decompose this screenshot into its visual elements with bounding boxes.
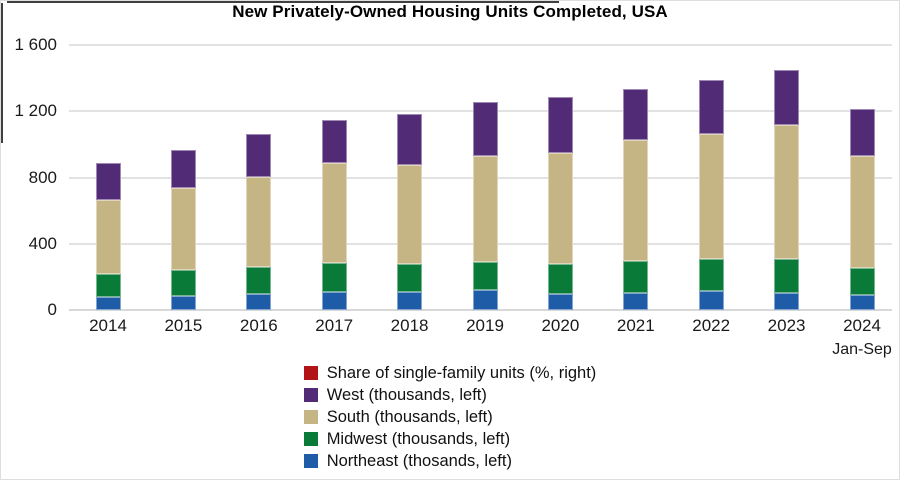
stacked-bar-2015: [170, 150, 196, 310]
bar-segment-northeast-2019: [472, 290, 498, 310]
x-tick-label-2016: 2016: [239, 316, 278, 335]
legend-row: Midwest (thousands, left): [303, 428, 597, 450]
bar-segment-south-2022: [698, 134, 724, 260]
y-tick-label: 0: [47, 300, 57, 319]
y-tick-label: 1 200: [14, 101, 57, 121]
legend-label: West (thousands, left): [326, 386, 487, 404]
legend-row: Northeast (thosands, left): [303, 450, 597, 472]
bar-segment-south-2020: [547, 152, 573, 264]
legend-swatch-icon: [303, 432, 318, 446]
bar-segment-south-2015: [170, 188, 196, 271]
legend-label: Share of single-family units (%, right): [326, 364, 597, 382]
x-sub-label: Jan-Sep: [832, 341, 892, 358]
bar-segment-south-2018: [397, 165, 423, 265]
legend-label: Northeast (thosands, left): [326, 452, 512, 470]
x-tick-label-2023: 2023: [767, 316, 806, 335]
x-tick-label-2018: 2018: [390, 316, 429, 335]
bar-segment-west-2014: [95, 163, 121, 200]
legend-row: West (thousands, left): [303, 384, 597, 406]
bar-segment-west-2024: [849, 108, 875, 156]
bar-segment-south-2014: [95, 199, 121, 274]
bar-segment-midwest-2021: [623, 261, 649, 293]
x-tick-label-2019: 2019: [466, 316, 504, 335]
stacked-bar-2023: [774, 69, 800, 310]
legend-label: Midwest (thousands, left): [326, 430, 511, 448]
bar-segment-northeast-2023: [774, 292, 800, 310]
bar-segment-northeast-2017: [321, 291, 347, 310]
gridline-1600: [69, 44, 892, 46]
x-tick-label-2015: 2015: [164, 316, 203, 335]
x-tick-label-2017: 2017: [315, 316, 354, 335]
y-tick-label: 1 600: [14, 35, 57, 54]
bar-segment-west-2017: [321, 119, 347, 163]
bar-segment-south-2021: [623, 140, 649, 262]
bar-segment-midwest-2020: [547, 263, 573, 295]
bar-segment-northeast-2020: [547, 294, 573, 310]
chart-title: New Privately-Owned Housing Units Comple…: [232, 2, 668, 21]
bar-segment-midwest-2019: [472, 261, 498, 291]
stacked-bar-2022: [698, 79, 724, 310]
bar-segment-midwest-2016: [246, 266, 272, 295]
bar-segment-south-2019: [472, 155, 498, 262]
bar-segment-west-2020: [547, 97, 573, 153]
legend-row: South (thousands, left): [303, 406, 597, 428]
bar-segment-west-2019: [472, 102, 498, 156]
bar-segment-midwest-2018: [397, 264, 423, 292]
legend: Share of single-family units (%, right) W…: [1, 362, 899, 472]
legend-swatch-icon: [303, 410, 318, 424]
bar-segment-northeast-2022: [698, 290, 724, 310]
stacked-bar-2016: [246, 133, 272, 310]
stacked-bar-2021: [623, 88, 649, 310]
bar-segment-midwest-2015: [170, 270, 196, 296]
window-edge-top: [7, 1, 559, 3]
bar-segment-west-2016: [246, 133, 272, 177]
legend-label: South (thousands, left): [326, 408, 493, 426]
bar-segment-south-2023: [774, 125, 800, 259]
legend-swatch-icon: [303, 454, 318, 468]
legend-swatch-icon: [303, 388, 318, 402]
x-tick-label-2014: 2014: [89, 316, 127, 335]
bar-segment-south-2024: [849, 155, 875, 268]
legend-swatch-icon: [303, 366, 318, 380]
legend-row: Share of single-family units (%, right): [303, 362, 597, 384]
bar-segment-northeast-2018: [397, 291, 423, 310]
window-edge-left: [1, 3, 3, 143]
bar-segment-south-2016: [246, 176, 272, 267]
x-tick-label-2022: 2022: [692, 316, 731, 335]
x-tick-label-2021: 2021: [616, 316, 655, 335]
bar-segment-midwest-2023: [774, 258, 800, 293]
stacked-bar-2018: [397, 113, 423, 310]
gridline-0: [69, 309, 892, 311]
bar-segment-midwest-2024: [849, 267, 875, 296]
bar-segment-northeast-2021: [623, 292, 649, 310]
bar-segment-midwest-2014: [95, 273, 121, 297]
bar-segment-west-2022: [698, 79, 724, 135]
bar-segment-northeast-2016: [246, 294, 272, 310]
stacked-bar-2017: [321, 119, 347, 310]
stacked-bar-2014: [95, 163, 121, 310]
bar-segment-south-2017: [321, 162, 347, 263]
bar-segment-midwest-2017: [321, 262, 347, 292]
bar-segment-west-2015: [170, 150, 196, 189]
bar-segment-west-2023: [774, 69, 800, 126]
bar-segment-midwest-2022: [698, 259, 724, 291]
bar-segment-northeast-2014: [95, 296, 121, 310]
stacked-bar-2019: [472, 102, 498, 310]
x-tick-label-2024: 2024: [843, 316, 881, 335]
y-tick-label: 800: [28, 167, 57, 187]
bar-segment-northeast-2024: [849, 295, 875, 310]
x-tick-label-2020: 2020: [541, 316, 580, 335]
bar-segment-west-2021: [623, 88, 649, 141]
bar-segment-west-2018: [397, 113, 423, 166]
bar-segment-northeast-2015: [170, 295, 196, 310]
plot-area: [69, 44, 892, 311]
stacked-bar-2024: [849, 108, 875, 310]
stacked-bar-2020: [547, 97, 573, 310]
y-tick-label: 400: [28, 233, 57, 253]
